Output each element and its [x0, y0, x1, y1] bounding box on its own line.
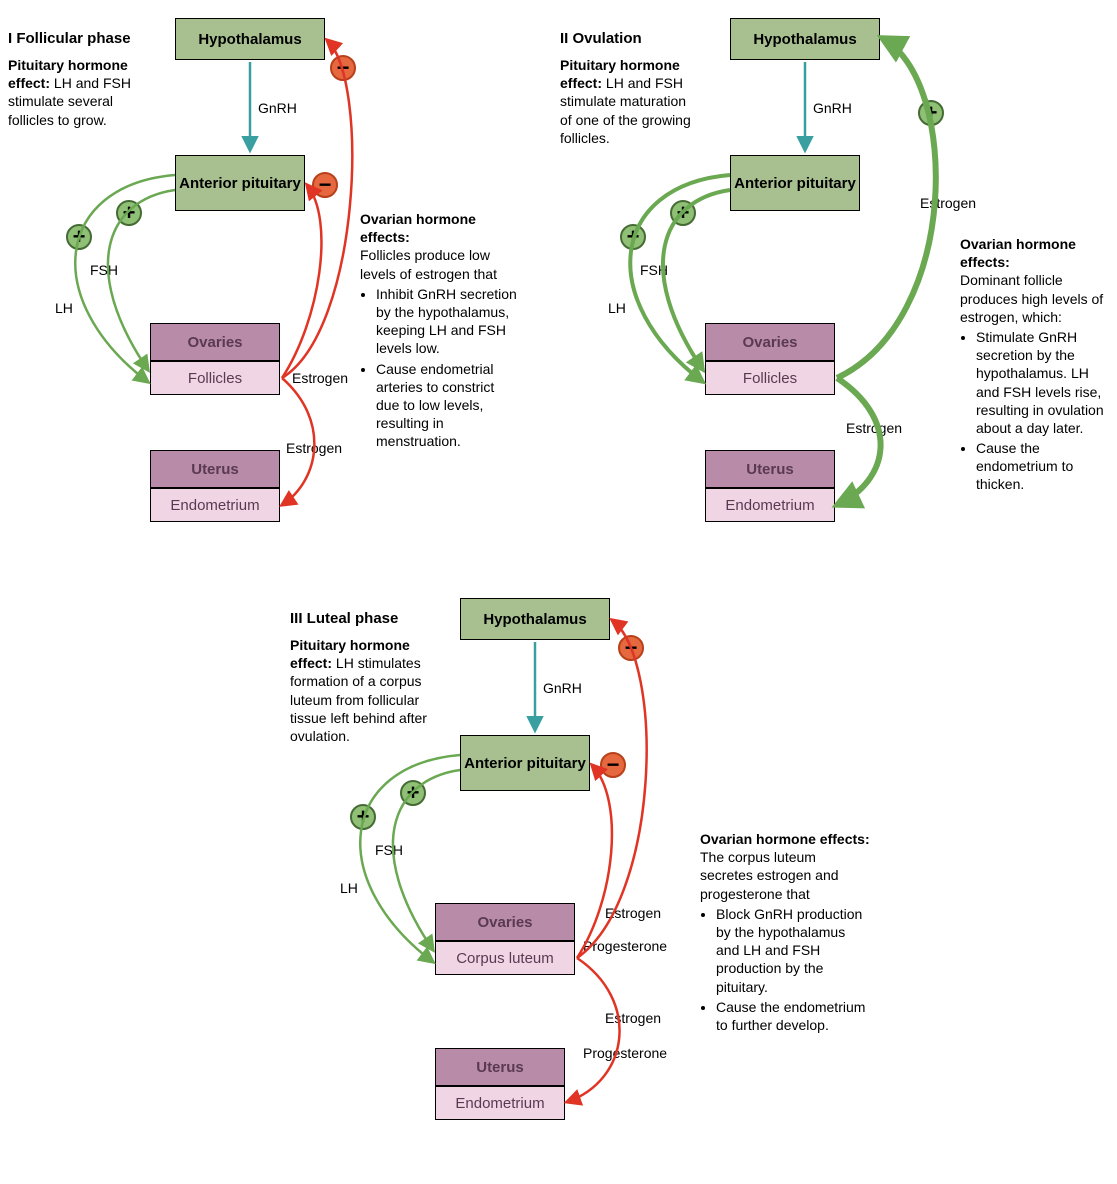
p2-pos-lh: +	[620, 224, 646, 250]
p1-pos-lh: +	[66, 224, 92, 250]
p3-neg-hypo: −	[618, 635, 644, 661]
p1-ovarian-b2: Cause endometrial arteries to constrict …	[376, 360, 520, 451]
p2-ovarian-effects: Ovarian hormone effects: Dominant follic…	[960, 235, 1115, 496]
p1-ovarian-effects: Ovarian hormone effects: Follicles produ…	[360, 210, 520, 452]
p1-ovaries: Ovaries	[150, 323, 280, 361]
p3-hypothalamus: Hypothalamus	[460, 598, 610, 640]
p3-lh: LH	[340, 880, 358, 896]
p1-follicles: Follicles	[150, 361, 280, 395]
p3-corpus-luteum: Corpus luteum	[435, 941, 575, 975]
p3-endometrium: Endometrium	[435, 1086, 565, 1120]
p3-pos-fsh: +	[400, 780, 426, 806]
p1-endometrium: Endometrium	[150, 488, 280, 522]
p1-hypothalamus: Hypothalamus	[175, 18, 325, 60]
p2-follicles: Follicles	[705, 361, 835, 395]
p1-estrogen1: Estrogen	[292, 370, 348, 386]
p2-ovarian-b2: Cause the endometrium to thicken.	[976, 439, 1115, 494]
p3-ovarian-heading: Ovarian hormone effects:	[700, 831, 870, 847]
p2-pos-hypo: +	[918, 100, 944, 126]
p2-gnrh: GnRH	[813, 100, 852, 116]
p3-ovarian-effects: Ovarian hormone effects: The corpus lute…	[700, 830, 870, 1036]
p1-anterior-pituitary: Anterior pituitary	[175, 155, 305, 211]
phase3-pituitary-desc: Pituitary hormone effect: LH stimulates …	[290, 636, 445, 745]
p3-ovaries: Ovaries	[435, 903, 575, 941]
p2-ovaries: Ovaries	[705, 323, 835, 361]
p1-ovarian-intro: Follicles produce low levels of estrogen…	[360, 247, 497, 281]
p3-ovarian-b2: Cause the endometrium to further develop…	[716, 998, 870, 1034]
p2-ovarian-b1: Stimulate GnRH secretion by the hypothal…	[976, 328, 1115, 437]
p2-uterus: Uterus	[705, 450, 835, 488]
p2-endometrium: Endometrium	[705, 488, 835, 522]
p2-ovarian-intro: Dominant follicle produces high levels o…	[960, 272, 1103, 324]
p2-hypothalamus: Hypothalamus	[730, 18, 880, 60]
p1-ovarian-heading: Ovarian hormone effects:	[360, 211, 476, 245]
p2-estrogen1: Estrogen	[920, 195, 976, 211]
p2-ovarian-heading: Ovarian hormone effects:	[960, 236, 1076, 270]
p1-pos-fsh: +	[116, 200, 142, 226]
p1-neg-hypo: −	[330, 55, 356, 81]
arrows-svg	[0, 0, 1117, 1184]
p1-uterus: Uterus	[150, 450, 280, 488]
p2-lh: LH	[608, 300, 626, 316]
p3-ovarian-intro: The corpus luteum secretes estrogen and …	[700, 849, 839, 901]
p3-uterus: Uterus	[435, 1048, 565, 1086]
p3-fsh: FSH	[375, 842, 403, 858]
phase2-title: II Ovulation	[560, 30, 642, 47]
phase2-pituitary-desc: Pituitary hormone effect: LH and FSH sti…	[560, 56, 700, 147]
p2-anterior-pituitary: Anterior pituitary	[730, 155, 860, 211]
phase1-pituitary-desc: Pituitary hormone effect: LH and FSH sti…	[8, 56, 148, 129]
p3-ovarian-b1: Block GnRH production by the hypothalamu…	[716, 905, 870, 996]
p1-neg-pit: −	[312, 172, 338, 198]
p2-fsh: FSH	[640, 262, 668, 278]
p1-estrogen2: Estrogen	[286, 440, 342, 456]
phase1-title: I Follicular phase	[8, 30, 131, 47]
p3-progesterone2: Progesterone	[583, 1045, 667, 1061]
p1-gnrh: GnRH	[258, 100, 297, 116]
p1-lh: LH	[55, 300, 73, 316]
phase3-title: III Luteal phase	[290, 610, 398, 627]
p3-anterior-pituitary: Anterior pituitary	[460, 735, 590, 791]
diagram-canvas: I Follicular phase Pituitary hormone eff…	[0, 0, 1117, 1184]
p3-estrogen2: Estrogen	[605, 1010, 661, 1026]
p3-pos-lh: +	[350, 804, 376, 830]
p2-pos-fsh: +	[670, 200, 696, 226]
p2-estrogen2: Estrogen	[846, 420, 902, 436]
p3-estrogen1: Estrogen	[605, 905, 661, 921]
p3-gnrh: GnRH	[543, 680, 582, 696]
p3-progesterone1: Progesterone	[583, 938, 667, 954]
p3-neg-pit: −	[600, 752, 626, 778]
p1-fsh: FSH	[90, 262, 118, 278]
p1-ovarian-b1: Inhibit GnRH secretion by the hypothalam…	[376, 285, 520, 358]
